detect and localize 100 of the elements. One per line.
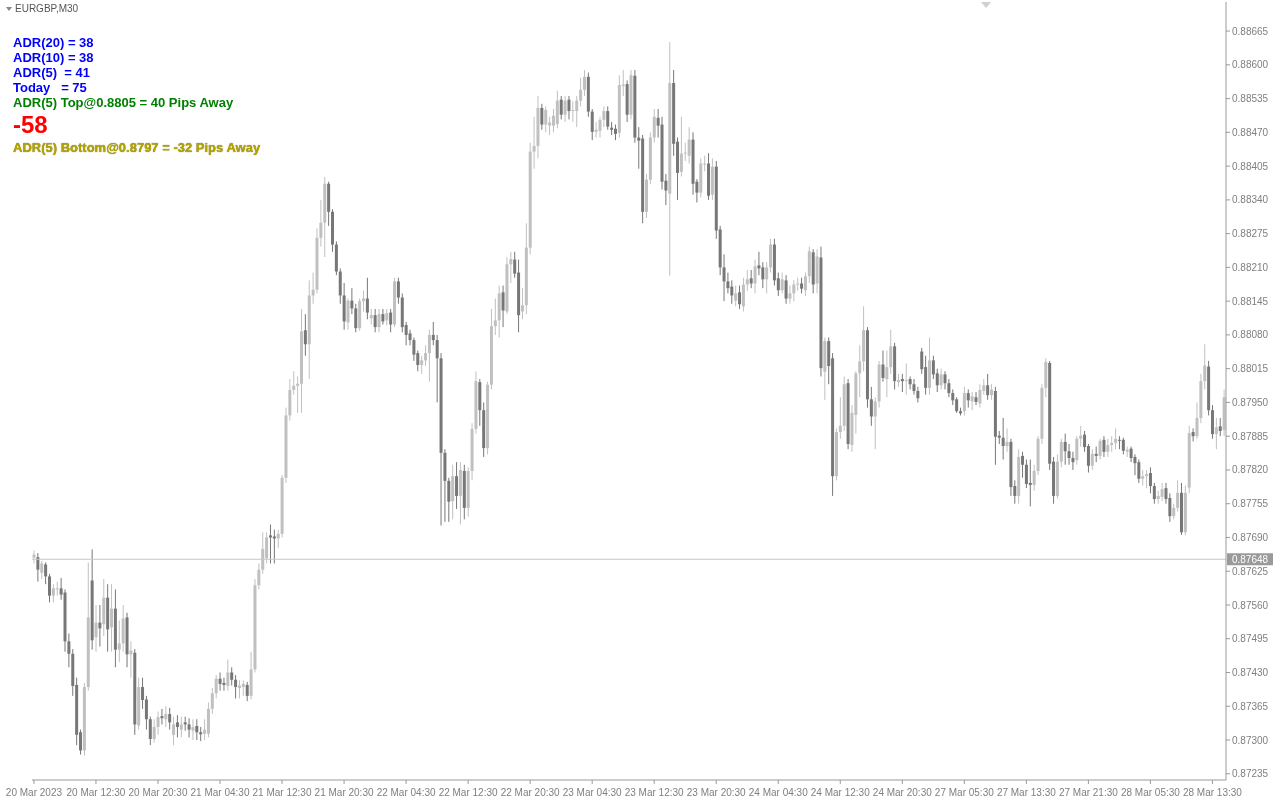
x-tick-label: 20 Mar 12:30 xyxy=(66,787,126,798)
x-tick-label: 23 Mar 12:30 xyxy=(624,787,685,798)
candlestick xyxy=(381,308,385,326)
candlestick xyxy=(765,261,769,294)
candlestick xyxy=(520,287,524,320)
candlestick xyxy=(1028,459,1032,507)
annotation: ADR(5) Top@0.8805 = 40 Pips Away xyxy=(13,95,235,110)
y-tick-label: 0.87300 xyxy=(1232,734,1269,746)
candlestick xyxy=(966,388,970,409)
candlestick xyxy=(296,375,300,414)
y-tick-label: 0.87690 xyxy=(1232,532,1269,544)
candlestick xyxy=(582,69,586,97)
candlestick xyxy=(501,285,505,328)
candlestick xyxy=(780,272,784,294)
x-tick-label: 21 Mar 04:30 xyxy=(190,787,250,798)
candlestick xyxy=(741,277,745,313)
candlestick xyxy=(455,461,459,510)
candlestick xyxy=(234,674,238,699)
candlestick xyxy=(679,116,683,177)
candlestick xyxy=(544,105,548,133)
candlestick xyxy=(377,308,381,333)
candlestick xyxy=(792,279,796,302)
annotation: ADR(5) Bottom@0.8797 = -32 Pips Away xyxy=(13,140,261,155)
candlestick xyxy=(156,710,160,736)
x-tick-label: 21 Mar 20:30 xyxy=(314,787,374,798)
candlestick xyxy=(885,349,889,398)
candlestick xyxy=(1210,404,1214,440)
candlestick xyxy=(237,679,241,699)
x-tick-label: 27 Mar 05:30 xyxy=(934,787,995,798)
annotation: ADR(20) = 38 xyxy=(13,35,95,50)
candlestick xyxy=(160,708,164,725)
candlestick xyxy=(396,277,400,305)
candlestick xyxy=(869,386,873,427)
x-tick-label: 27 Mar 21:30 xyxy=(1058,787,1119,798)
candlestick xyxy=(1063,433,1067,466)
y-tick-label: 0.87950 xyxy=(1232,396,1269,408)
candlestick xyxy=(540,103,544,131)
x-tick-label: 20 Mar 20:30 xyxy=(128,787,188,798)
x-tick-label: 23 Mar 04:30 xyxy=(562,787,623,798)
candlestick xyxy=(1114,427,1118,450)
y-tick-label: 0.87755 xyxy=(1232,498,1269,510)
x-tick-label: 24 Mar 20:30 xyxy=(872,787,933,798)
candlestick xyxy=(986,373,990,401)
candlestick xyxy=(94,604,98,653)
candlestick xyxy=(218,671,222,692)
candlestick xyxy=(431,321,435,346)
y-tick-label: 0.87820 xyxy=(1232,464,1269,476)
candlestick xyxy=(687,126,691,165)
candlestick xyxy=(303,313,307,357)
annotation: ADR(5) = 41 xyxy=(13,65,91,80)
x-tick-label: 27 Mar 13:30 xyxy=(996,787,1057,798)
y-tick-label: 0.88665 xyxy=(1232,25,1269,37)
y-tick-label: 0.88600 xyxy=(1232,59,1269,71)
candlestick xyxy=(757,251,761,276)
candlestick xyxy=(230,666,234,686)
candlestick xyxy=(148,716,152,746)
candlestick xyxy=(749,269,753,289)
y-tick-label: 0.88210 xyxy=(1232,261,1269,273)
candlestick xyxy=(48,573,52,603)
candlestick xyxy=(191,718,195,741)
candlestick xyxy=(389,308,393,333)
x-tick-label: 22 Mar 12:30 xyxy=(438,787,499,798)
x-tick-label: 22 Mar 20:30 xyxy=(500,787,561,798)
candlestick xyxy=(579,77,583,107)
candlestick xyxy=(606,105,610,131)
y-tick-label: 0.87560 xyxy=(1232,599,1269,611)
candlestick xyxy=(788,285,792,305)
candlestick xyxy=(210,687,214,715)
y-tick-label: 0.88470 xyxy=(1232,126,1269,138)
candlestick xyxy=(745,269,749,292)
candlestick xyxy=(904,362,908,396)
candlestick xyxy=(1059,438,1063,468)
candlestick xyxy=(1067,443,1071,466)
candlestick xyxy=(978,383,982,409)
candlestick xyxy=(110,583,114,653)
candlestick xyxy=(1090,448,1094,471)
candlestick xyxy=(420,355,424,375)
candlestick xyxy=(575,95,579,128)
y-tick-label: 0.87430 xyxy=(1232,667,1269,679)
candlestick xyxy=(1075,435,1079,466)
candlestick xyxy=(172,716,176,746)
x-tick-label: 28 Mar 05:30 xyxy=(1120,787,1181,798)
candlestick xyxy=(559,95,563,120)
candlestick xyxy=(1098,438,1102,461)
annotation: -58 xyxy=(13,110,49,140)
chart-title: EURGBP,M30 xyxy=(15,3,79,14)
candlestick xyxy=(838,396,842,440)
candlestick xyxy=(734,285,738,307)
candlestick xyxy=(51,583,55,603)
candlestick xyxy=(738,285,742,310)
candlestick xyxy=(1152,482,1156,505)
candlestick xyxy=(373,308,377,333)
y-tick-label: 0.88405 xyxy=(1232,160,1269,172)
candlestick xyxy=(36,552,40,583)
candlestick xyxy=(1117,435,1121,450)
x-tick-label: 24 Mar 12:30 xyxy=(810,787,871,798)
candlestick xyxy=(858,344,862,398)
candlestick xyxy=(117,620,121,663)
candlestick xyxy=(1148,466,1152,494)
candlestick xyxy=(571,100,575,123)
